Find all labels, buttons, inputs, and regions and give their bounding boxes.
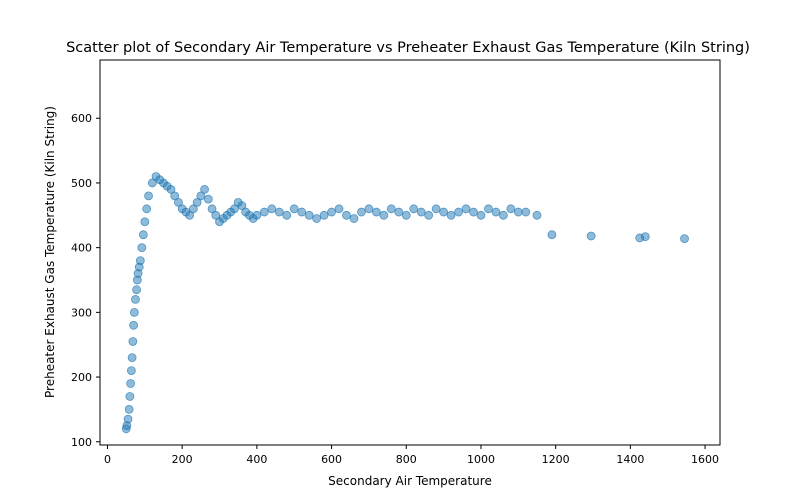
scatter-point — [140, 217, 150, 227]
x-axis-label: Secondary Air Temperature — [328, 474, 492, 488]
scatter-point — [123, 414, 133, 424]
scatter-point — [446, 210, 456, 220]
scatter-point — [342, 210, 351, 220]
chart-title: Scatter plot of Secondary Air Temperatur… — [66, 40, 750, 56]
scatter-point — [185, 210, 195, 220]
scatter-point — [409, 204, 419, 214]
scatter-point — [371, 207, 381, 217]
scatter-points — [121, 172, 689, 434]
scatter-point — [680, 234, 689, 243]
scatter-point — [127, 353, 137, 363]
y-axis-ticks: 100 200 300 400 500 600 — [71, 112, 100, 449]
x-tick-label: 1000 — [467, 453, 495, 466]
y-axis-label: Preheater Exhaust Gas Temperature (Kiln … — [43, 106, 57, 398]
scatter-point — [128, 337, 138, 346]
scatter-point — [424, 210, 434, 220]
scatter-point — [267, 204, 277, 214]
scatter-point — [586, 231, 596, 241]
y-tick-label: 600 — [71, 112, 92, 125]
x-tick-label: 200 — [172, 453, 193, 466]
scatter-point — [386, 204, 396, 214]
x-tick-label: 1600 — [691, 453, 719, 466]
scatter-point — [297, 207, 307, 217]
scatter-point — [174, 197, 183, 207]
scatter-point — [200, 185, 209, 194]
scatter-point — [126, 366, 136, 375]
scatter-point — [131, 295, 140, 304]
scatter-point — [319, 210, 329, 220]
scatter-point — [289, 204, 299, 214]
scatter-point — [349, 214, 359, 223]
scatter-point — [454, 207, 463, 217]
scatter-point — [135, 256, 145, 265]
scatter-point — [142, 204, 152, 214]
scatter-point — [124, 405, 134, 414]
plot-frame — [99, 59, 721, 446]
scatter-point — [129, 307, 139, 317]
scatter-point — [469, 207, 478, 217]
scatter-point — [259, 207, 269, 217]
y-tick-label: 300 — [71, 306, 92, 319]
scatter-point — [166, 185, 176, 194]
scatter-point — [547, 230, 557, 240]
scatter-point — [364, 204, 374, 214]
scatter-point — [144, 191, 153, 201]
scatter-point — [484, 204, 493, 214]
scatter-point — [506, 204, 516, 214]
scatter-point — [327, 207, 336, 217]
scatter-point — [532, 210, 542, 220]
scatter-point — [431, 204, 441, 214]
scatter-point — [192, 197, 202, 207]
x-tick-label: 400 — [246, 453, 267, 466]
scatter-point — [401, 210, 411, 220]
scatter-point — [211, 210, 221, 220]
scatter-point — [640, 232, 650, 242]
scatter-point — [132, 285, 142, 295]
scatter-point — [138, 230, 148, 240]
scatter-point — [203, 194, 213, 204]
scatter-point — [334, 204, 344, 214]
scatter-point — [513, 207, 523, 217]
scatter-point — [196, 191, 206, 201]
x-tick-label: 0 — [104, 453, 111, 466]
scatter-point — [252, 210, 262, 220]
scatter-point — [357, 207, 366, 217]
y-tick-label: 500 — [71, 177, 92, 190]
scatter-point — [491, 207, 501, 217]
scatter-point — [230, 204, 239, 214]
x-tick-label: 1400 — [616, 453, 644, 466]
scatter-point — [498, 210, 508, 220]
scatter-point — [188, 204, 198, 214]
scatter-point — [207, 204, 217, 214]
scatter-point — [379, 210, 389, 220]
scatter-point — [125, 392, 135, 401]
scatter-point — [476, 210, 486, 220]
scatter-point — [439, 207, 449, 217]
y-tick-label: 200 — [71, 371, 92, 384]
x-axis-ticks: 0 200 400 600 800 1000 1200 1400 1600 — [104, 445, 719, 466]
scatter-point — [282, 210, 292, 220]
scatter-point — [394, 207, 404, 217]
x-tick-label: 1200 — [542, 453, 570, 466]
scatter-point — [147, 178, 157, 188]
x-tick-label: 800 — [396, 453, 417, 466]
scatter-point — [312, 214, 322, 223]
y-tick-label: 100 — [71, 436, 92, 449]
scatter-point — [521, 207, 531, 217]
scatter-point — [304, 210, 314, 220]
scatter-point — [137, 243, 147, 253]
y-tick-label: 400 — [71, 242, 92, 255]
scatter-point — [274, 207, 284, 217]
scatter-point — [126, 379, 136, 388]
scatter-point — [416, 207, 426, 217]
x-tick-label: 600 — [321, 453, 342, 466]
scatter-point — [237, 201, 247, 210]
scatter-point — [170, 191, 180, 201]
scatter-point — [461, 204, 471, 214]
scatter-point — [129, 320, 139, 330]
